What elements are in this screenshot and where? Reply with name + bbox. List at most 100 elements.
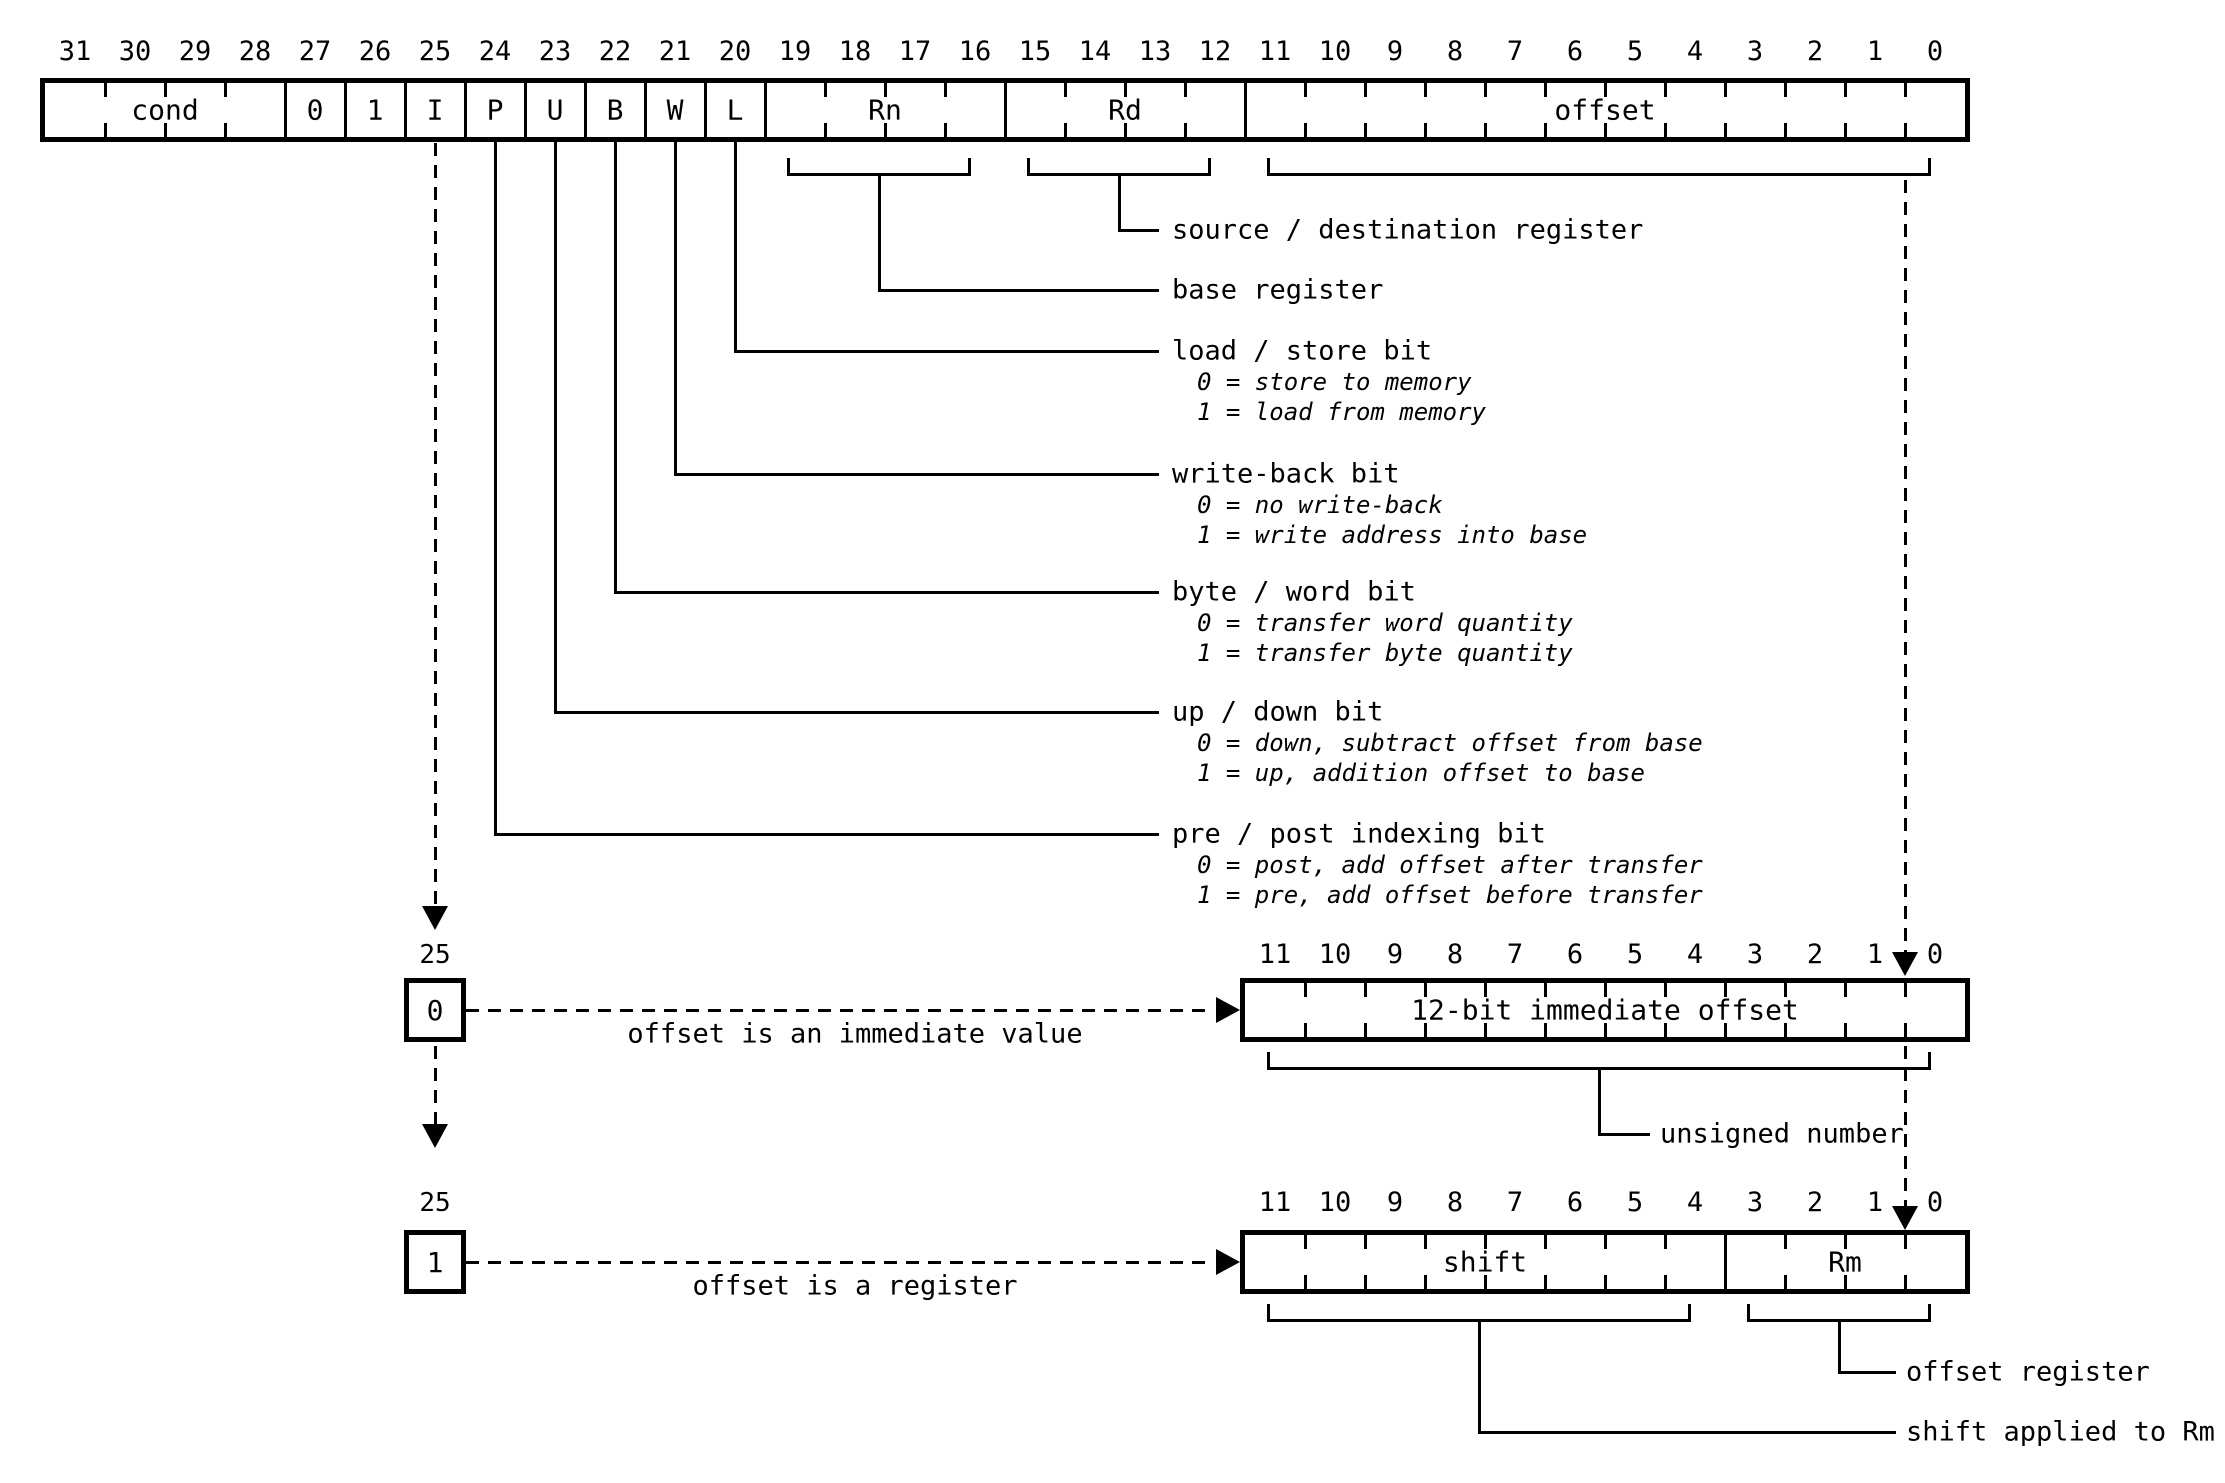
offset-register-stem xyxy=(1837,1322,1841,1374)
i-bit-value-immediate: 0 xyxy=(426,993,444,1027)
bit-tick xyxy=(1183,83,1187,97)
rn-bracket xyxy=(787,158,971,176)
bit-number: 15 xyxy=(1018,36,1052,67)
bit-number: 10 xyxy=(1318,939,1352,970)
bit-tick xyxy=(1903,1235,1907,1249)
bit-tick xyxy=(1903,123,1907,137)
bit-number: 4 xyxy=(1686,1187,1704,1218)
bit-number: 21 xyxy=(658,36,692,67)
bit-tick xyxy=(1543,83,1547,97)
bit-tick xyxy=(1183,123,1187,137)
bit-number: 9 xyxy=(1386,1187,1404,1218)
bit-number: 9 xyxy=(1386,939,1404,970)
bit-tick xyxy=(163,123,167,137)
bit-number: 4 xyxy=(1686,36,1704,67)
bit-tick xyxy=(1783,83,1787,97)
bit-number: 26 xyxy=(358,36,392,67)
field-divider xyxy=(463,83,467,137)
bit-number: 18 xyxy=(838,36,872,67)
bit-number: 24 xyxy=(478,36,512,67)
field-label-rn: Rn xyxy=(868,93,902,127)
bit-tick xyxy=(1303,1275,1307,1289)
bit-tick xyxy=(1063,123,1067,137)
bit-tick xyxy=(1723,983,1727,997)
bit-number: 5 xyxy=(1626,1187,1644,1218)
bit-tick xyxy=(1843,1275,1847,1289)
bit-number: 13 xyxy=(1138,36,1172,67)
bit-tick xyxy=(1723,83,1727,97)
bit-tick xyxy=(1903,983,1907,997)
bit-number: 6 xyxy=(1566,939,1584,970)
field-label-offset: offset xyxy=(1554,93,1656,127)
bit-number: 6 xyxy=(1566,1187,1584,1218)
arrowhead-down xyxy=(422,906,448,930)
annotation-title: load / store bit xyxy=(1172,335,1433,367)
bit-number: 7 xyxy=(1506,36,1524,67)
i-bit-dashed-line xyxy=(433,1046,437,1124)
bit-number: 0 xyxy=(1926,939,1944,970)
annotation-stem xyxy=(613,142,617,594)
bit-tick xyxy=(1603,1235,1607,1249)
annotation-title: pre / post indexing bit xyxy=(1172,818,1546,850)
bit-tick xyxy=(1303,123,1307,137)
bit-tick xyxy=(1783,1023,1787,1037)
bit-tick xyxy=(1423,83,1427,97)
bit0-dashed-line xyxy=(1903,180,1907,952)
bit-tick xyxy=(1783,1275,1787,1289)
bit-tick xyxy=(103,83,107,97)
annotation-detail: 0 = transfer word quantity xyxy=(1197,609,1573,637)
rd-bracket xyxy=(1027,158,1211,176)
annotation-title: write-back bit xyxy=(1172,458,1400,490)
bit-number: 27 xyxy=(298,36,332,67)
bit-tick xyxy=(1783,123,1787,137)
bit-tick xyxy=(1543,1235,1547,1249)
bit-tick xyxy=(1843,83,1847,97)
field-divider xyxy=(403,83,407,137)
bit-tick xyxy=(163,83,167,97)
arrowhead-down xyxy=(1892,1206,1918,1230)
bit-number: 3 xyxy=(1746,36,1764,67)
i-bit-value-register: 1 xyxy=(426,1245,444,1279)
bit-tick xyxy=(1783,1235,1787,1249)
i-bit-value-box-immediate: 0 xyxy=(404,978,466,1042)
bit-tick xyxy=(883,123,887,137)
bit0-dashed-line xyxy=(1903,1046,1907,1206)
bit-tick xyxy=(883,83,887,97)
bit-number: 31 xyxy=(58,36,92,67)
bit-tick xyxy=(1663,1235,1667,1249)
annotation-title: up / down bit xyxy=(1172,696,1384,728)
field-label-l: L xyxy=(726,93,744,127)
bit-tick xyxy=(1303,1023,1307,1037)
field-label-rd: Rd xyxy=(1108,93,1142,127)
bit-tick xyxy=(1363,1235,1367,1249)
annotation-detail: 1 = up, addition offset to base xyxy=(1197,759,1645,787)
bit-tick xyxy=(1483,983,1487,997)
bit-tick xyxy=(823,83,827,97)
bit-tick xyxy=(1483,1235,1487,1249)
bit-tick xyxy=(943,83,947,97)
unsigned-line xyxy=(1597,1132,1650,1136)
bit-number: 11 xyxy=(1258,1187,1292,1218)
bit-number: 1 xyxy=(1866,36,1884,67)
bit-tick xyxy=(823,123,827,137)
bit-number: 11 xyxy=(1258,36,1292,67)
bit-tick xyxy=(1303,1235,1307,1249)
annotation-title: byte / word bit xyxy=(1172,576,1416,608)
annotation-detail: 0 = store to memory xyxy=(1197,368,1472,396)
immediate-arrow-caption: offset is an immediate value xyxy=(627,1018,1083,1050)
bit-tick xyxy=(1363,83,1367,97)
bit-tick xyxy=(1603,83,1607,97)
offset-register-line xyxy=(1837,1370,1896,1374)
bit-tick xyxy=(1843,1235,1847,1249)
bit-tick xyxy=(1363,1023,1367,1037)
bit-tick xyxy=(1423,1235,1427,1249)
bit-tick xyxy=(1423,1023,1427,1037)
bit-number: 4 xyxy=(1686,939,1704,970)
bit-number: 28 xyxy=(238,36,272,67)
annotation-line xyxy=(673,472,1159,476)
bit-tick xyxy=(1843,123,1847,137)
bit-tick xyxy=(103,123,107,137)
annotation-detail: 1 = load from memory xyxy=(1197,398,1486,426)
bit-number: 1 xyxy=(1866,939,1884,970)
